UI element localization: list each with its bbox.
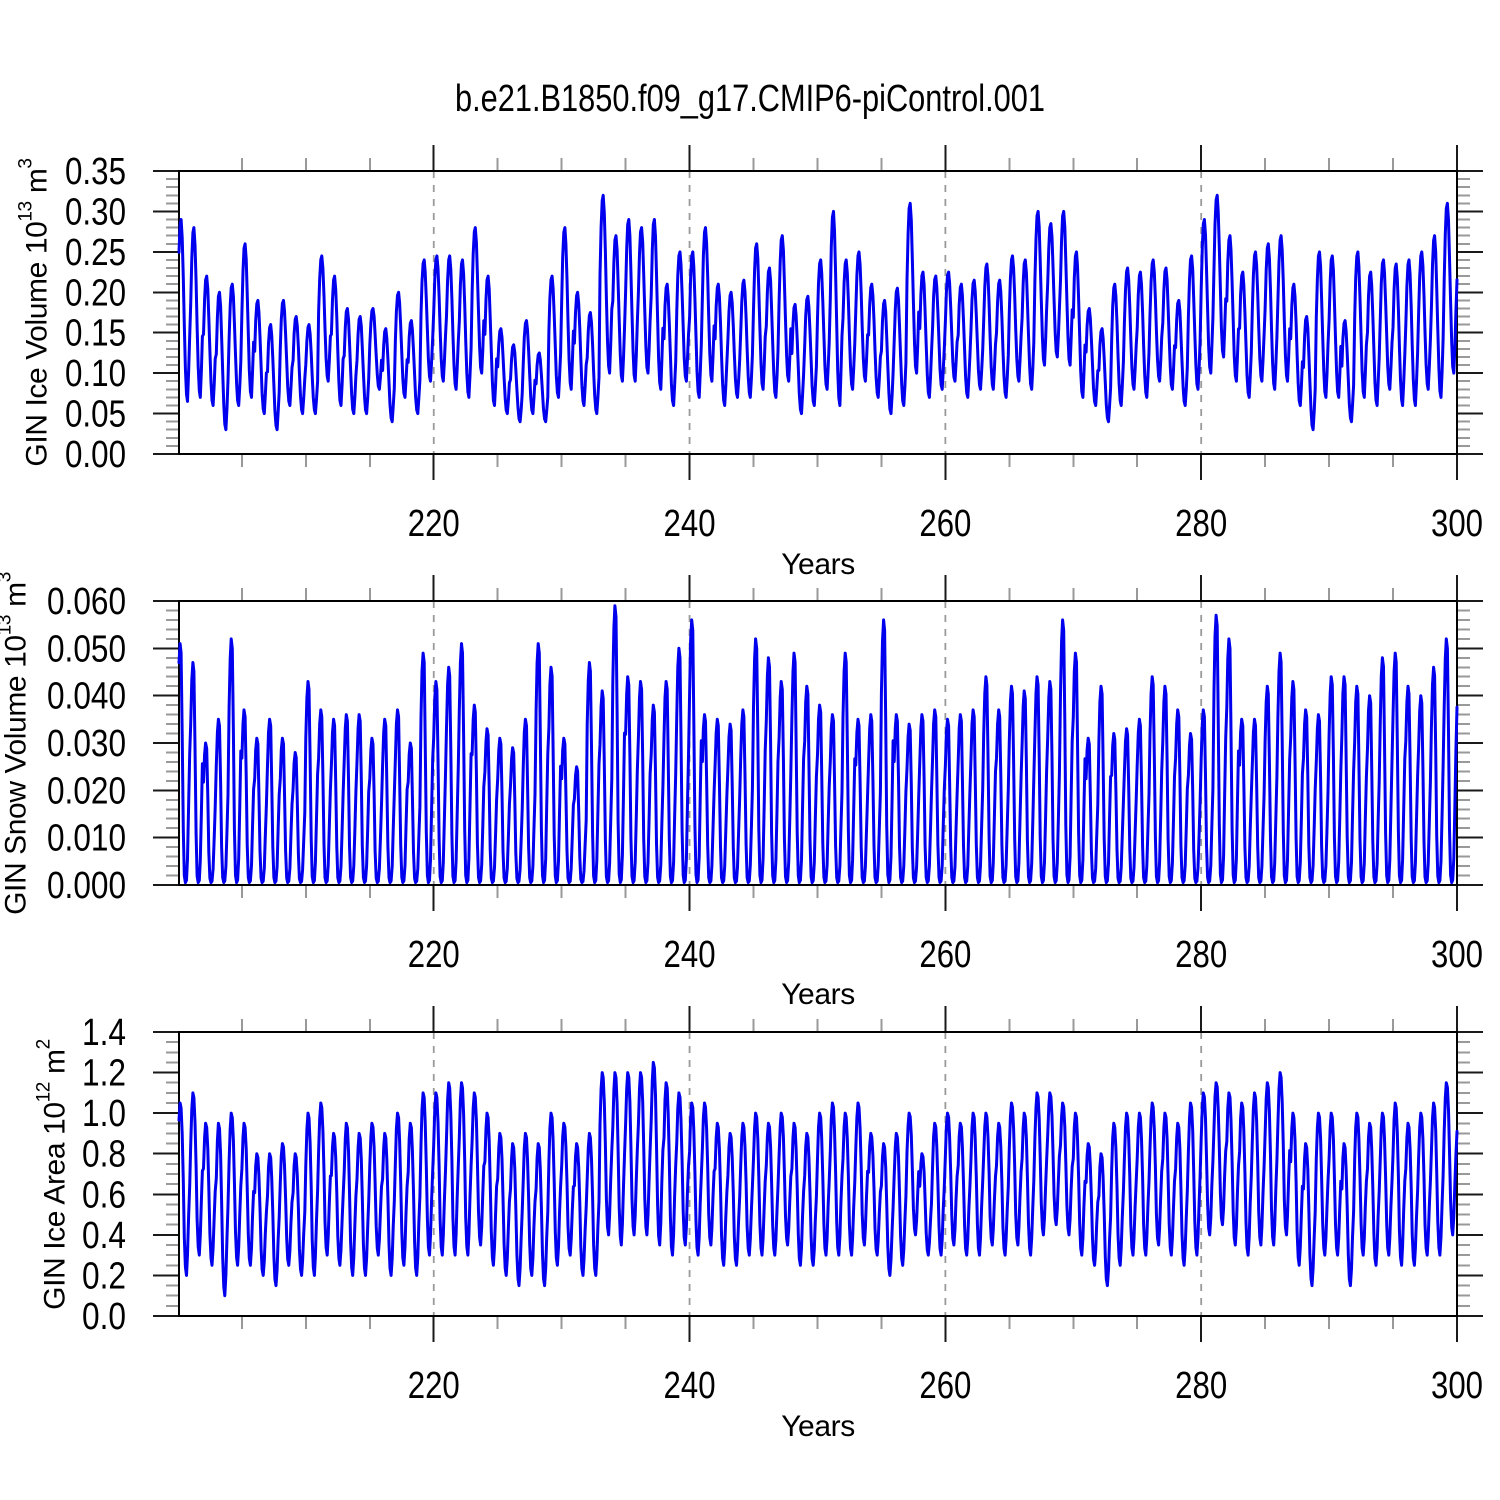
- y-axis-label-unit-exponent: 2: [33, 1039, 54, 1050]
- series-line-gin-ice-volume: [177, 193, 1459, 432]
- x-tick-label: 300: [1431, 934, 1483, 976]
- y-axis-label-unit-exponent: 3: [0, 572, 16, 582]
- y-tick-label: 0.25: [65, 232, 126, 274]
- x-tick-label: 240: [664, 503, 716, 545]
- y-tick-label: 0.8: [82, 1134, 126, 1176]
- y-axis-label-text: GIN Ice Volume 10: [20, 221, 53, 467]
- y-axis-label-unit: m: [38, 1049, 71, 1074]
- y-tick-label: 0.4: [82, 1215, 126, 1257]
- y-tick-label: 0.030: [47, 723, 126, 765]
- y-axis-label-exponent: 13: [15, 201, 36, 222]
- y-tick-label: 0.0: [82, 1296, 126, 1338]
- x-tick-label: 260: [919, 1365, 971, 1407]
- panel-frame: [178, 1031, 1458, 1317]
- y-tick-label: 1.2: [82, 1053, 126, 1095]
- y-tick-label: 0.040: [47, 676, 126, 718]
- y-tick-label: 0.020: [47, 770, 126, 812]
- series-line-gin-snow-volume: [177, 604, 1459, 885]
- x-tick-label: 300: [1431, 503, 1483, 545]
- x-axis-label-years-panel-2: Years: [781, 978, 855, 1011]
- x-tick-label: 240: [664, 934, 716, 976]
- y-axis-label-gin-ice-area: GIN Ice Area 10 12 m 2: [33, 875, 78, 1475]
- y-tick-label: 0.10: [65, 353, 126, 395]
- y-tick-label: 0.35: [65, 151, 126, 193]
- y-tick-label: 0.000: [47, 865, 126, 907]
- y-tick-label: 0.060: [47, 581, 126, 623]
- y-tick-label: 0.2: [82, 1255, 126, 1297]
- x-tick-label: 280: [1175, 1365, 1227, 1407]
- y-axis-label-exponent: 12: [33, 1082, 54, 1103]
- x-tick-label: 280: [1175, 503, 1227, 545]
- y-tick-label: 0.05: [65, 394, 126, 436]
- y-tick-label: 0.010: [47, 818, 126, 860]
- y-tick-label: 0.00: [65, 434, 126, 476]
- x-tick-label: 280: [1175, 934, 1227, 976]
- panel-gin-ice-volume: 220 240 260 280 3000.000.050.100.150.200.250…: [65, 145, 1483, 545]
- x-tick-label: 220: [408, 1365, 460, 1407]
- x-tick-label: 260: [919, 934, 971, 976]
- y-tick-label: 0.30: [65, 191, 126, 233]
- y-axis-label-text: GIN Snow Volume 10: [0, 635, 32, 915]
- x-tick-label: 300: [1431, 1365, 1483, 1407]
- y-axis-label-unit: m: [20, 168, 53, 194]
- y-axis-label-exponent: 13: [0, 614, 15, 636]
- y-tick-label: 0.6: [82, 1174, 126, 1216]
- y-axis-label-text: GIN Ice Area 10: [38, 1102, 71, 1310]
- panel-gin-ice-area: 220 240 260 280 300 0.00.20.40.60.81.01.21.4: [82, 1006, 1483, 1407]
- y-tick-label: 0.15: [65, 313, 126, 355]
- x-tick-label: 260: [919, 503, 971, 545]
- x-tick-label: 240: [664, 1365, 716, 1407]
- x-axis-label-years-panel-3: Years: [781, 1410, 855, 1443]
- x-tick-label: 220: [408, 503, 460, 545]
- y-tick-label: 0.050: [47, 628, 126, 670]
- y-axis-label-unit-exponent: 3: [15, 158, 36, 169]
- y-tick-label: 1.0: [82, 1093, 126, 1135]
- panels-root: 220 240 260 280 3000.000.050.100.150.200.250…: [47, 145, 1483, 1407]
- panel-gin-snow-volume: 220 240 260 280 300 0.000 0.010 0.020 0.030 0.040…: [47, 575, 1483, 976]
- y-tick-label: 0.20: [65, 272, 126, 314]
- y-tick-label: 1.4: [82, 1012, 126, 1054]
- x-tick-label: 220: [408, 934, 460, 976]
- plot-title: b.e21.B1850.f09_g17.CMIP6-piControl.001: [455, 78, 1045, 120]
- y-axis-label-unit: m: [0, 582, 32, 607]
- series-line-gin-ice-area: [177, 1060, 1459, 1298]
- x-axis-label-years-panel-1: Years: [781, 548, 855, 581]
